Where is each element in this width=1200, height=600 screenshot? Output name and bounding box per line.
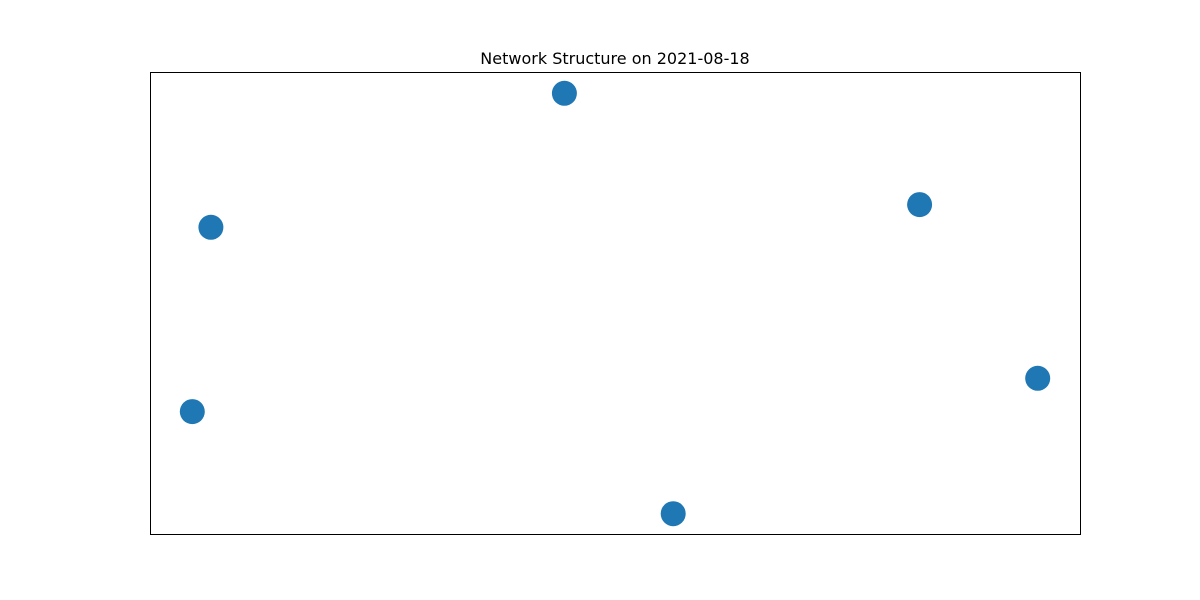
- network-node-6: [660, 501, 686, 527]
- nodes-layer: [179, 80, 1051, 527]
- chart-title: Network Structure on 2021-08-18: [480, 49, 749, 68]
- plot-frame: [150, 72, 1081, 535]
- network-node-2: [198, 214, 224, 240]
- network-node-5: [1025, 365, 1051, 391]
- network-node-4: [179, 399, 205, 425]
- network-node-3: [907, 192, 933, 218]
- network-node-1: [551, 80, 577, 106]
